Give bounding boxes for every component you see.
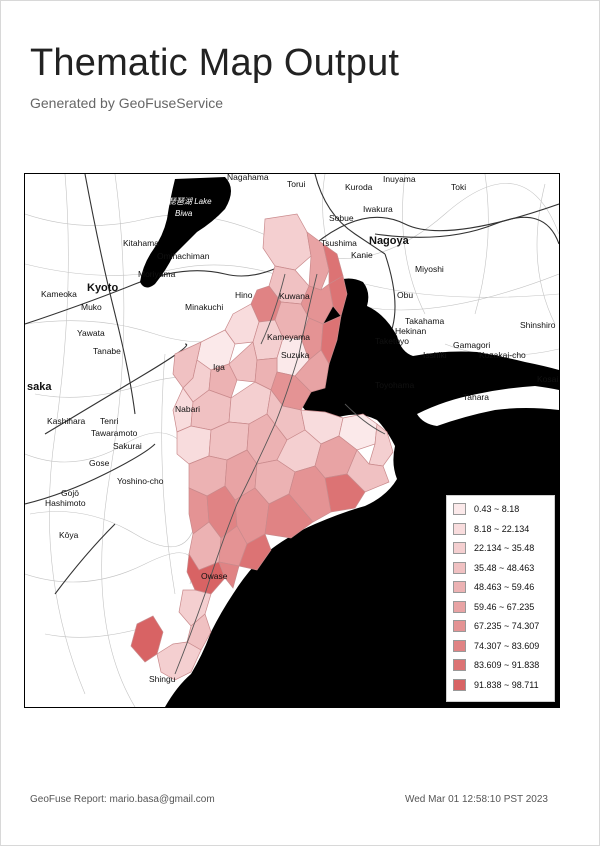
legend-swatch xyxy=(453,659,466,671)
label-tahara: Tahara xyxy=(463,392,489,402)
label-hino: Hino xyxy=(235,290,253,300)
legend-item: 0.43 ~ 8.18 xyxy=(453,502,519,516)
label-kuwana: Kuwana xyxy=(279,291,310,301)
label-kashihara: Kashihara xyxy=(47,416,86,426)
label-biwa-lake: 琵琶湖 Lake xyxy=(168,197,212,206)
label-shinshiro: Shinshiro xyxy=(520,320,556,330)
legend-swatch xyxy=(453,600,466,613)
legend-item: 91.838 ~ 98.711 xyxy=(453,678,539,692)
label-torui: Torui xyxy=(287,179,306,189)
label-osaka: saka xyxy=(27,381,52,393)
label-yawata: Yawata xyxy=(77,328,105,338)
label-taketoyo: Taketoyo xyxy=(375,336,409,346)
footer-report-email: GeoFuse Report: mario.basa@gmail.com xyxy=(30,794,215,805)
label-omihachiman: Omihachiman xyxy=(157,251,210,261)
legend-swatch xyxy=(453,503,466,515)
legend-swatch xyxy=(453,620,466,632)
label-takahama: Takahama xyxy=(405,316,444,326)
label-kameyama: Kameyama xyxy=(267,332,310,342)
label-kitahama: Kitahama xyxy=(123,238,159,248)
label-yoshino: Yoshino-cho xyxy=(117,476,164,486)
label-tanabe: Tanabe xyxy=(93,346,121,356)
label-muko: Muko xyxy=(81,302,102,312)
label-suzuka: Suzuka xyxy=(281,350,310,360)
label-toki: Toki xyxy=(451,182,466,192)
label-minakuchi: Minakuchi xyxy=(185,302,223,312)
legend-label: 0.43 ~ 8.18 xyxy=(474,504,520,514)
legend-item: 67.235 ~ 74.307 xyxy=(453,619,539,633)
label-isshiki: Isshiki xyxy=(423,350,447,360)
legend-label: 83.609 ~ 91.838 xyxy=(474,660,540,670)
legend-swatch xyxy=(453,639,466,652)
label-kosai: Kosai xyxy=(537,374,558,384)
label-kyoto: Kyoto xyxy=(87,282,118,294)
label-kozakai: Kozakai-cho xyxy=(479,350,526,360)
label-obu: Obu xyxy=(397,290,413,300)
label-miyoshi: Miyoshi xyxy=(415,264,444,274)
label-nagahama: Nagahama xyxy=(227,174,269,182)
label-iwakura: Iwakura xyxy=(363,204,393,214)
label-toyohama: Toyohama xyxy=(375,380,414,390)
legend-swatch xyxy=(453,522,466,535)
label-gose: Gose xyxy=(89,458,110,468)
label-nagoya: Nagoya xyxy=(369,235,410,247)
footer-timestamp: Wed Mar 01 12:58:10 PST 2023 xyxy=(404,794,548,805)
label-hekinan: Hekinan xyxy=(395,326,426,336)
legend-label: 59.46 ~ 67.235 xyxy=(474,601,535,612)
legend-label: 91.838 ~ 98.711 xyxy=(474,679,539,690)
mie-roads xyxy=(174,273,386,675)
label-hashimoto: Hashimoto xyxy=(45,498,86,508)
label-biwa: Biwa xyxy=(175,209,193,218)
label-shingu: Shingu xyxy=(149,674,176,684)
lake-biwa xyxy=(140,177,231,288)
legend-label: 74.307 ~ 83.609 xyxy=(474,640,540,651)
legend-item: 48.463 ~ 59.46 xyxy=(453,580,534,594)
legend-label: 48.463 ~ 59.46 xyxy=(474,582,535,592)
label-sakurai: Sakurai xyxy=(113,441,142,451)
legend-item: 74.307 ~ 83.609 xyxy=(453,639,539,653)
label-moriyama: Moriyama xyxy=(138,269,176,279)
legend-label: 8.18 ~ 22.134 xyxy=(474,523,530,534)
label-tawaramoto: Tawaramoto xyxy=(91,428,138,438)
label-iga: Iga xyxy=(213,362,225,372)
label-gojo: Gojō xyxy=(61,488,79,498)
atsumi-peninsula xyxy=(417,386,559,426)
label-sobue: Sobue xyxy=(329,213,354,223)
label-kameoka: Kameoka xyxy=(41,289,77,299)
legend-item: 8.18 ~ 22.134 xyxy=(453,522,529,536)
legend-item: 22.134 ~ 35.48 xyxy=(453,541,534,555)
legend-swatch xyxy=(453,581,466,593)
legend-item: 59.46 ~ 67.235 xyxy=(453,600,534,614)
legend-item: 83.609 ~ 91.838 xyxy=(453,658,539,672)
label-tenri: Tenri xyxy=(100,416,119,426)
legend-swatch xyxy=(453,678,466,691)
label-kanie: Kanie xyxy=(351,250,373,260)
label-nabari: Nabari xyxy=(175,404,200,414)
label-tsushima: Tsushima xyxy=(321,238,357,248)
map-frame[interactable]: Nagahama Torui Kuroda Inuyama Toki 琵琶湖 L… xyxy=(24,173,560,708)
report-subtitle: Generated by GeoFuseService xyxy=(30,95,223,111)
legend-label: 35.48 ~ 48.463 xyxy=(474,562,535,573)
label-owase: Owase xyxy=(201,571,228,581)
place-labels: Nagahama Torui Kuroda Inuyama Toki 琵琶湖 L… xyxy=(27,174,558,684)
label-kuroda: Kuroda xyxy=(345,182,373,192)
label-inuyama: Inuyama xyxy=(383,174,416,184)
legend-swatch xyxy=(453,561,466,574)
label-koya: Kōya xyxy=(59,530,79,540)
legend-item: 35.48 ~ 48.463 xyxy=(453,561,534,575)
legend-label: 22.134 ~ 35.48 xyxy=(474,543,535,553)
map-legend: 0.43 ~ 8.18 8.18 ~ 22.134 22.134 ~ 35.48 35… xyxy=(446,495,555,702)
legend-swatch xyxy=(453,542,466,554)
report-title: Thematic Map Output xyxy=(30,42,400,84)
legend-label: 67.235 ~ 74.307 xyxy=(474,621,540,631)
label-gamagori: Gamagori xyxy=(453,340,490,350)
